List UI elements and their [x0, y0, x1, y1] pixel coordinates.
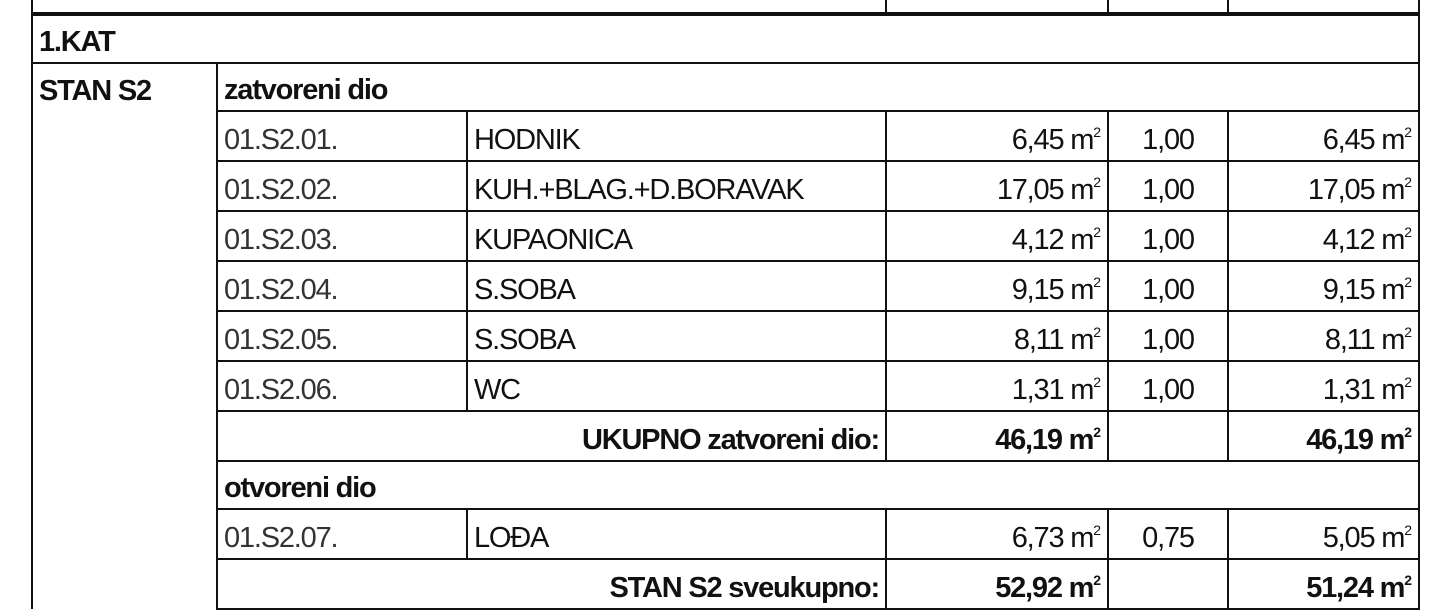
room-name: WC: [466, 360, 887, 412]
grand-total-area: 52,92 m2: [885, 558, 1109, 610]
open-section-label: otvoreni dio: [216, 460, 1420, 510]
closed-total-label: UKUPNO zatvoreni dio:: [216, 410, 887, 462]
room-code: 01.S2.05.: [216, 310, 468, 362]
unit-exponent: 2: [1093, 374, 1101, 390]
floor-row: 1.KAT: [31, 13, 1420, 64]
room-area: 17,05 m2: [885, 160, 1109, 212]
room-name: KUPAONICA: [466, 210, 887, 262]
unit-exponent: 2: [1404, 224, 1412, 240]
floor-label: 1.KAT: [31, 13, 1420, 64]
area-table: 1.KAT STAN S2 zatvoreni dio 01.S2.01. HO…: [31, 0, 1420, 610]
table-row: 01.S2.06. WC 1,31 m2 1,00 1,31 m2: [31, 360, 1420, 412]
previous-row-partial: [31, 0, 1420, 16]
table-row: 01.S2.07. LOĐA 6,73 m2 0,75 5,05 m2: [31, 508, 1420, 560]
unit-exponent: 2: [1404, 324, 1412, 340]
table-row: 01.S2.05. S.SOBA 8,11 m2 1,00 8,11 m2: [31, 310, 1420, 362]
unit-exponent: 2: [1093, 174, 1101, 190]
room-name: KUH.+BLAG.+D.BORAVAK: [466, 160, 887, 212]
room-net-area: 4,12 m2: [1227, 210, 1420, 262]
room-area: 6,73 m2: [885, 508, 1109, 560]
unit-exponent: 2: [1093, 424, 1101, 440]
room-code: 01.S2.03.: [216, 210, 468, 262]
table-row: 01.S2.02. KUH.+BLAG.+D.BORAVAK 17,05 m2 …: [31, 160, 1420, 212]
unit-exponent: 2: [1093, 572, 1101, 588]
unit-exponent: 2: [1093, 522, 1101, 538]
room-coefficient: 1,00: [1107, 360, 1229, 412]
room-name: S.SOBA: [466, 260, 887, 312]
table-row: 01.S2.04. S.SOBA 9,15 m2 1,00 9,15 m2: [31, 260, 1420, 312]
room-net-area: 8,11 m2: [1227, 310, 1420, 362]
room-code: 01.S2.07.: [216, 508, 468, 560]
unit-exponent: 2: [1404, 124, 1412, 140]
unit-exponent: 2: [1404, 174, 1412, 190]
room-coefficient: 1,00: [1107, 160, 1229, 212]
room-net-area: 5,05 m2: [1227, 508, 1420, 560]
room-code: 01.S2.04.: [216, 260, 468, 312]
room-net-area: 6,45 m2: [1227, 110, 1420, 162]
unit-exponent: 2: [1093, 124, 1101, 140]
closed-total-area: 46,19 m2: [885, 410, 1109, 462]
room-area: 1,31 m2: [885, 360, 1109, 412]
unit-exponent: 2: [1404, 274, 1412, 290]
room-coefficient: 1,00: [1107, 110, 1229, 162]
unit-exponent: 2: [1404, 522, 1412, 538]
room-code: 01.S2.06.: [216, 360, 468, 412]
area-table-wrapper: 1.KAT STAN S2 zatvoreni dio 01.S2.01. HO…: [31, 0, 1420, 610]
room-area: 6,45 m2: [885, 110, 1109, 162]
unit-exponent: 2: [1404, 374, 1412, 390]
room-area: 9,15 m2: [885, 260, 1109, 312]
room-name: LOĐA: [466, 508, 887, 560]
unit-exponent: 2: [1093, 274, 1101, 290]
room-net-area: 1,31 m2: [1227, 360, 1420, 412]
grand-total-row: STAN S2 sveukupno: 52,92 m2 51,24 m2: [31, 558, 1420, 610]
unit-exponent: 2: [1093, 224, 1101, 240]
room-area: 4,12 m2: [885, 210, 1109, 262]
room-coefficient: 1,00: [1107, 260, 1229, 312]
unit-exponent: 2: [1404, 424, 1412, 440]
room-area: 8,11 m2: [885, 310, 1109, 362]
table-row: 01.S2.01. HODNIK 6,45 m2 1,00 6,45 m2: [31, 110, 1420, 162]
apartment-row: STAN S2 zatvoreni dio: [31, 62, 1420, 112]
apartment-label: STAN S2: [31, 62, 218, 111]
room-coefficient: 1,00: [1107, 310, 1229, 362]
closed-total-row: UKUPNO zatvoreni dio: 46,19 m2 46,19 m2: [31, 410, 1420, 462]
room-net-area: 17,05 m2: [1227, 160, 1420, 212]
room-name: S.SOBA: [466, 310, 887, 362]
room-name: HODNIK: [466, 110, 887, 162]
unit-exponent: 2: [1093, 324, 1101, 340]
grand-total-net: 51,24 m2: [1227, 558, 1420, 610]
grand-total-label: STAN S2 sveukupno:: [217, 558, 887, 610]
unit-exponent: 2: [1404, 572, 1412, 588]
room-coefficient: 1,00: [1107, 210, 1229, 262]
room-code: 01.S2.01.: [216, 110, 468, 162]
table-row: 01.S2.03. KUPAONICA 4,12 m2 1,00 4,12 m2: [31, 210, 1420, 262]
room-net-area: 9,15 m2: [1227, 260, 1420, 312]
room-coefficient: 0,75: [1107, 508, 1229, 560]
closed-total-net: 46,19 m2: [1227, 410, 1420, 462]
closed-section-label: zatvoreni dio: [216, 62, 1420, 112]
room-code: 01.S2.02.: [216, 160, 468, 212]
open-section-row: otvoreni dio: [31, 460, 1420, 510]
